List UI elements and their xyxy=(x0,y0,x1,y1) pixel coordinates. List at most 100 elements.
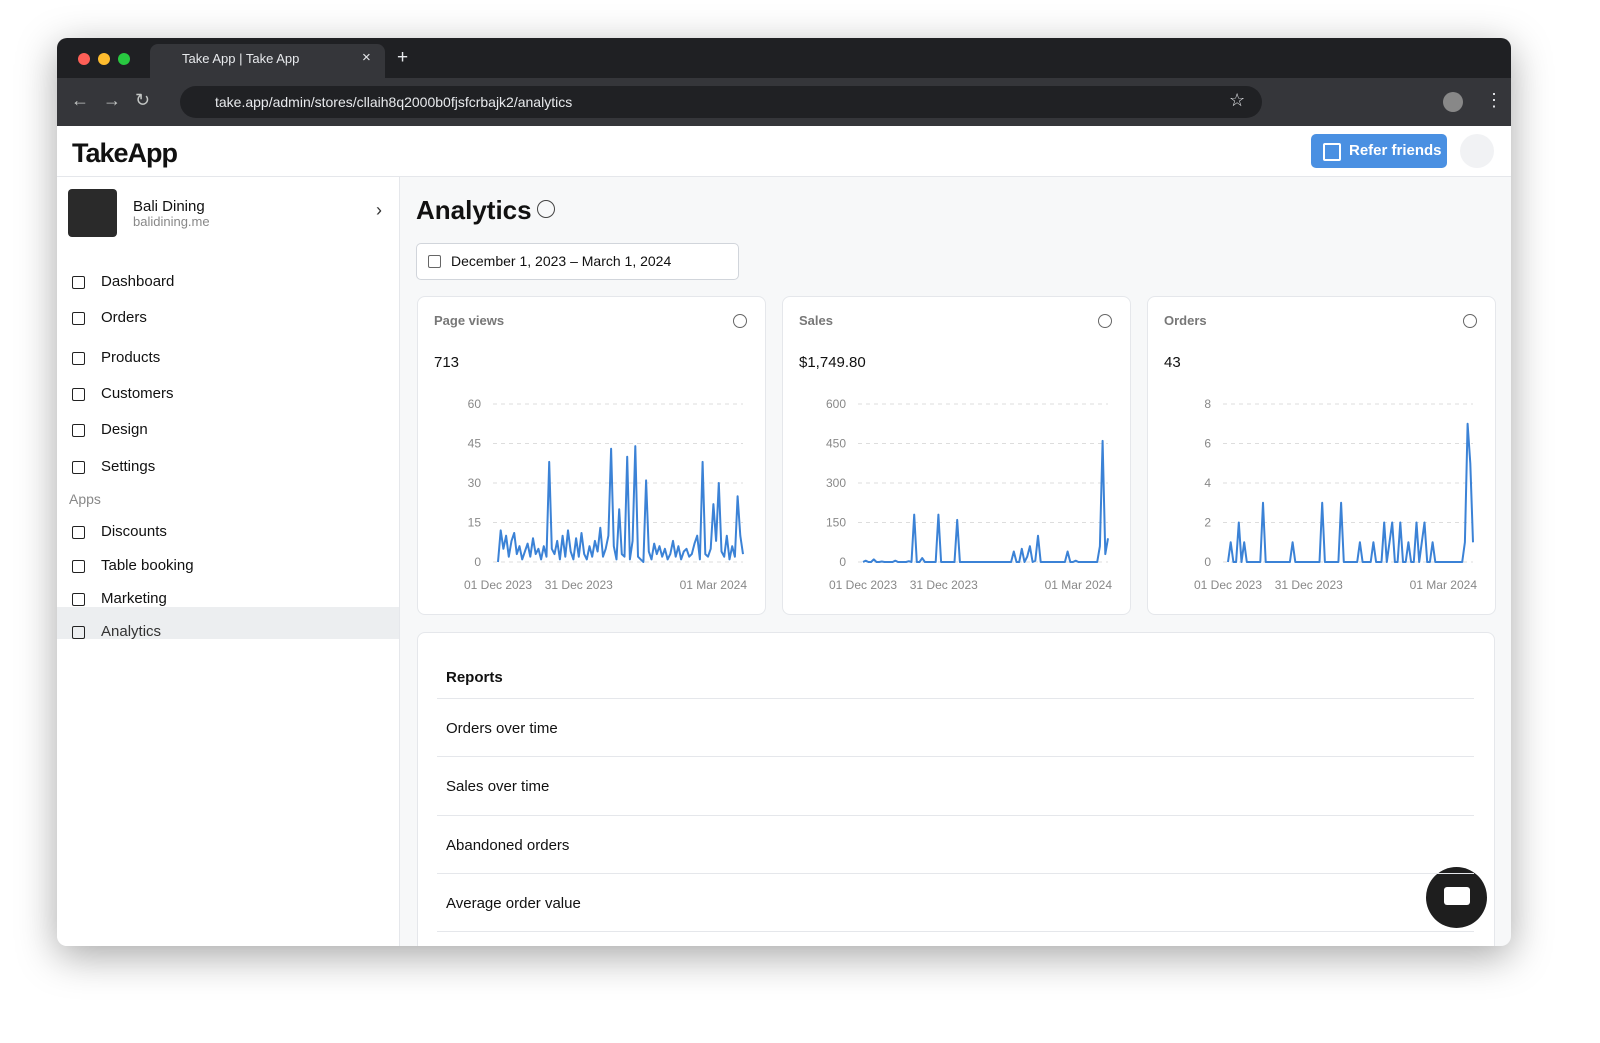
user-button[interactable] xyxy=(1460,134,1494,168)
y-tick-label: 0 xyxy=(474,555,481,569)
y-tick-label: 450 xyxy=(826,437,846,451)
nav-icon xyxy=(72,388,85,401)
new-tab[interactable]: + xyxy=(397,47,409,68)
nav-item[interactable]: Orders xyxy=(101,309,147,326)
calendar-icon xyxy=(428,255,441,268)
card-icon xyxy=(733,314,747,328)
y-tick-label: 2 xyxy=(1204,516,1211,530)
y-tick-label: 15 xyxy=(468,516,482,530)
line xyxy=(862,439,1109,563)
y-tick-label: 8 xyxy=(1204,397,1211,411)
store-domain: balidining.me xyxy=(133,214,210,229)
nav-icon xyxy=(72,424,85,437)
nav-icon xyxy=(72,461,85,474)
divider xyxy=(437,931,1474,932)
y-tick-label: 300 xyxy=(826,476,846,490)
nav-item[interactable]: Discounts xyxy=(101,523,167,540)
report-item[interactable]: Average order value xyxy=(446,895,581,912)
card-title: Sales xyxy=(799,313,833,328)
active-bg xyxy=(57,607,399,639)
report-item[interactable]: Sales over time xyxy=(446,778,550,795)
line xyxy=(1227,422,1474,563)
card-title: Orders xyxy=(1164,313,1207,328)
x-tick-label: 01 Mar 2024 xyxy=(1410,578,1478,592)
card-icon xyxy=(1098,314,1112,328)
nav-item[interactable]: Customers xyxy=(101,385,174,402)
y-tick-label: 60 xyxy=(468,397,482,411)
nav-icon xyxy=(72,626,85,639)
card-icon xyxy=(1463,314,1477,328)
card-total: 43 xyxy=(1164,354,1181,371)
gift-icon xyxy=(1323,143,1341,161)
tab-close[interactable]: × xyxy=(362,49,371,66)
nav-item[interactable]: Products xyxy=(101,349,161,366)
line xyxy=(497,445,744,563)
app-header xyxy=(57,126,1511,177)
y-tick-label: 0 xyxy=(839,555,846,569)
nav-icon xyxy=(72,352,85,365)
store-chevron[interactable]: › xyxy=(376,200,382,220)
report-item[interactable]: Orders over time xyxy=(446,720,558,737)
bookmark-star[interactable]: ☆ xyxy=(1229,90,1246,110)
y-tick-label: 600 xyxy=(826,397,846,411)
x-tick-label: 31 Dec 2023 xyxy=(910,578,978,592)
divider xyxy=(437,873,1474,874)
nav-item[interactable]: Dashboard xyxy=(101,273,175,290)
nav-item[interactable]: Analytics xyxy=(101,623,162,640)
nav-buttons[interactable]: ←→↻ xyxy=(71,90,165,110)
nav-item[interactable]: Design xyxy=(101,421,148,438)
nav-icon xyxy=(72,560,85,573)
nav-icon xyxy=(72,276,85,289)
y-tick-label: 45 xyxy=(468,437,482,451)
sidebar xyxy=(57,177,400,946)
page-title: Analytics xyxy=(416,195,532,225)
store-avatar xyxy=(68,189,117,237)
nav-icon xyxy=(72,526,85,539)
x-tick-label: 01 Dec 2023 xyxy=(829,578,897,592)
reports-card xyxy=(417,632,1495,946)
address-bar[interactable] xyxy=(180,86,1262,118)
chat-icon xyxy=(1444,887,1470,905)
x-tick-label: 01 Mar 2024 xyxy=(680,578,748,592)
x-tick-label: 31 Dec 2023 xyxy=(1275,578,1343,592)
y-tick-label: 0 xyxy=(1204,555,1211,569)
card-total: 713 xyxy=(434,354,460,371)
x-tick-label: 01 Mar 2024 xyxy=(1045,578,1113,592)
nav-icon xyxy=(72,593,85,606)
card-title: Page views xyxy=(434,313,505,328)
nav-icon xyxy=(72,312,85,325)
x-tick-label: 01 Dec 2023 xyxy=(464,578,532,592)
y-tick-label: 6 xyxy=(1204,437,1211,451)
refer-button[interactable]: Refer friends xyxy=(1311,134,1447,168)
tab[interactable] xyxy=(150,44,385,78)
close-dot[interactable] xyxy=(78,53,90,65)
y-tick-label: 4 xyxy=(1204,476,1211,490)
x-tick-label: 31 Dec 2023 xyxy=(545,578,613,592)
logo[interactable]: TakeApp xyxy=(72,138,178,168)
tab-title: Take App | Take App xyxy=(182,51,300,66)
nav-item[interactable]: Settings xyxy=(101,458,156,475)
chart: 0 150 300 450 600 01 Dec 2023 31 Dec 2023 01 Ma… xyxy=(826,397,1113,592)
y-tick-label: 150 xyxy=(826,516,846,530)
x-tick-label: 01 Dec 2023 xyxy=(1194,578,1262,592)
report-item[interactable]: Abandoned orders xyxy=(446,837,570,854)
date-picker[interactable] xyxy=(416,243,739,280)
max-dot[interactable] xyxy=(118,53,130,65)
help-icon[interactable] xyxy=(537,200,555,218)
divider xyxy=(437,756,1474,757)
divider xyxy=(437,698,1474,699)
reports-title: Reports xyxy=(446,669,503,686)
chart: 0 2 4 6 8 01 Dec 2023 31 Dec 2023 01 Mar 2024 xyxy=(1194,397,1478,592)
profile[interactable] xyxy=(1443,92,1463,112)
menu[interactable]: ⋮ xyxy=(1485,90,1503,110)
nav-item[interactable]: Marketing xyxy=(101,590,167,607)
nav-item[interactable]: Table booking xyxy=(101,557,194,574)
browser-window: Take App | Take App × + ←→↻ take.app/adm… xyxy=(57,38,1511,946)
date-range: December 1, 2023 – March 1, 2024 xyxy=(451,253,672,269)
y-tick-label: 30 xyxy=(468,476,482,490)
apps-heading: Apps xyxy=(69,491,101,507)
min-dot[interactable] xyxy=(98,53,110,65)
store-name[interactable]: Bali Dining xyxy=(133,198,205,215)
url: take.app/admin/stores/cllaih8q2000b0fjsf… xyxy=(215,94,573,110)
